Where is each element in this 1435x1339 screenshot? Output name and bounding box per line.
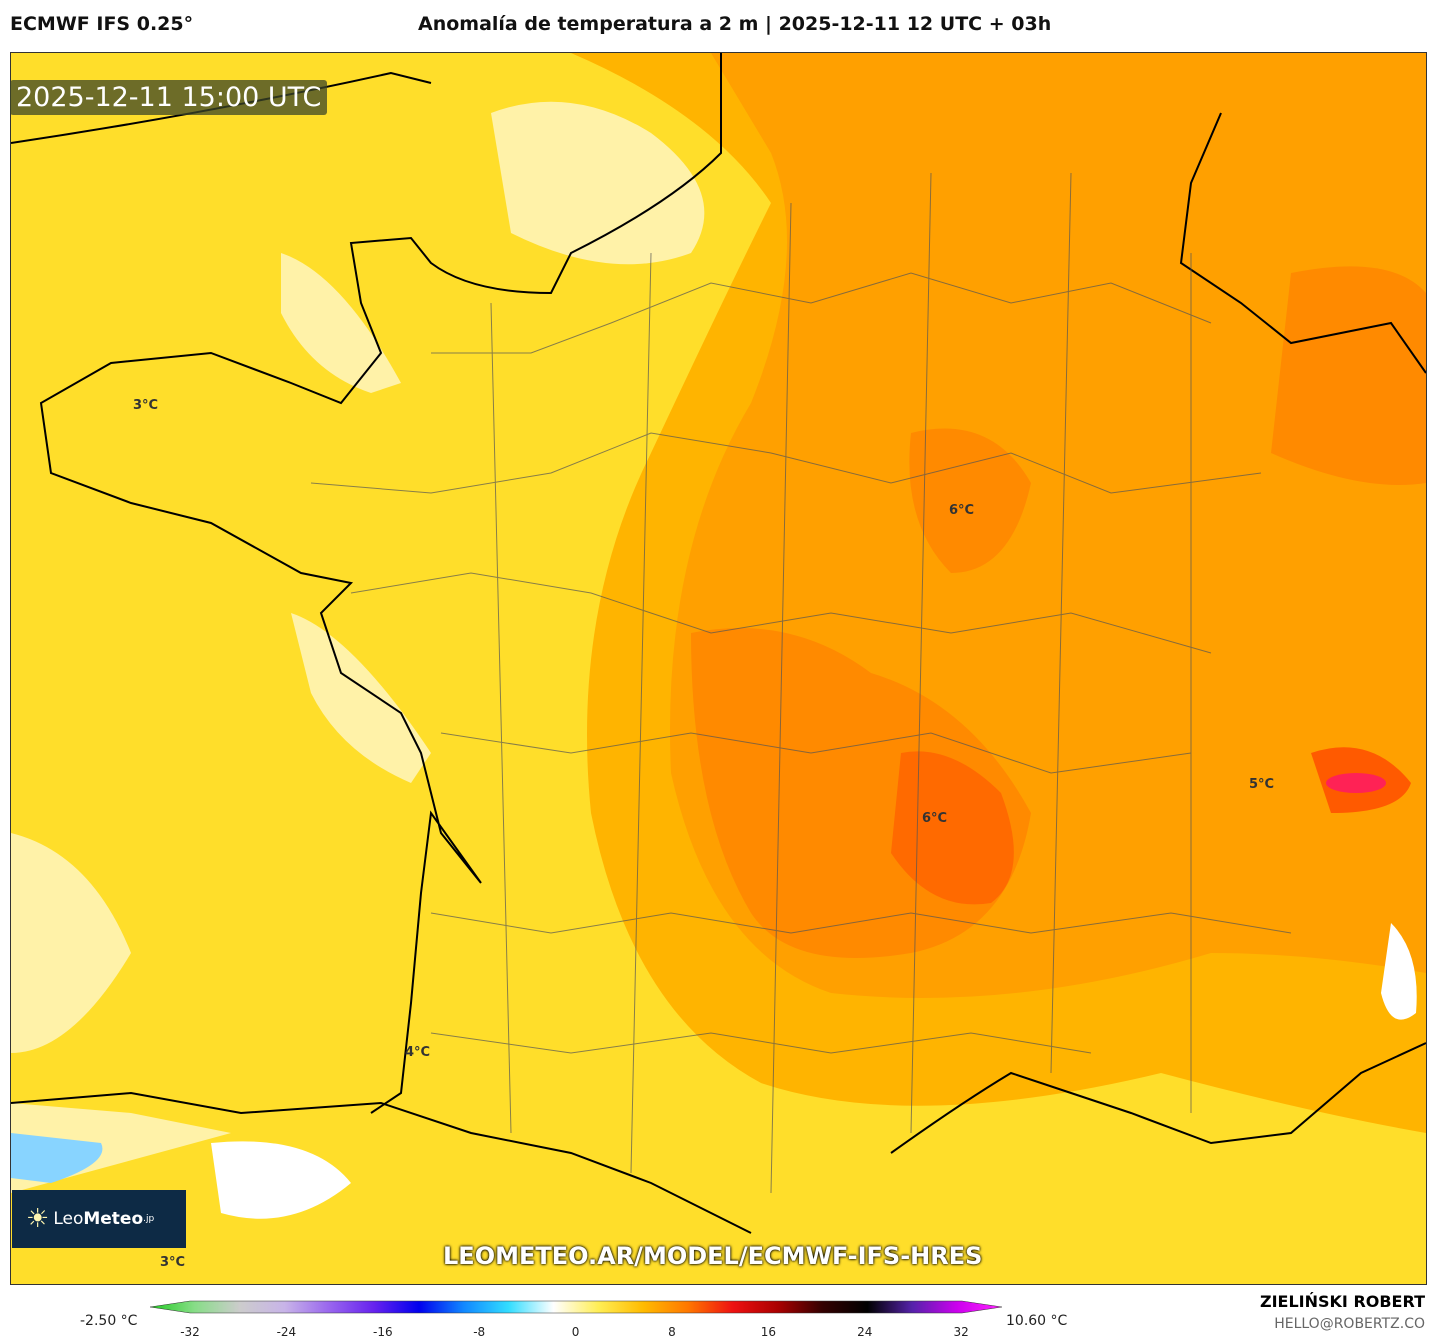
logo-text-bold: Meteo [83,1209,144,1229]
colorbar-tick: 32 [953,1325,969,1339]
colorbar-max-label: 10.60 °C [1006,1313,1068,1329]
contour-label: 5°C [1249,777,1275,792]
colorbar-tick: -16 [372,1325,393,1339]
colorbar-tick: -24 [276,1325,297,1339]
colorbar-min-label: -2.50 °C [80,1313,138,1329]
admin-borders [310,172,1292,1194]
contour-label: 6°C [922,811,948,826]
logo-text-light: Leo [53,1209,84,1229]
author-name: ZIELIŃSKI ROBERT [1259,1292,1425,1311]
contour-label: 3°C [160,1255,186,1270]
sun-icon: ☀ [26,1204,50,1234]
colorbar [150,1300,1002,1314]
author-email[interactable]: HELLO@ROBERTZ.CO [1274,1316,1425,1332]
contour-label: 3°C [133,398,159,413]
logo-suffix: .jp [143,1214,155,1224]
cool-area [491,101,705,265]
map-canvas [11,53,1426,1284]
leometeo-logo[interactable]: ☀ Leo Meteo .jp [12,1190,186,1248]
colorbar-tick: 24 [857,1325,873,1339]
colorbar-tick: 8 [668,1325,676,1339]
colorbar-tick: -8 [473,1325,486,1339]
colorbar-tick: -32 [180,1325,200,1339]
model-title: ECMWF IFS 0.25° [10,13,194,35]
colorbar-tick: 16 [760,1325,777,1339]
contour-label: 4°C [405,1045,431,1060]
contour-label: 6°C [949,503,975,518]
colorbar-tick: 0 [571,1325,580,1339]
temperature-anomaly-map[interactable]: 3°C 6°C 6°C 5°C 4°C 3°C [10,52,1427,1285]
chart-title: Anomalía de temperatura a 2 m | 2025-12-… [418,13,1052,35]
model-url: LEOMETEO.AR/MODEL/ECMWF-IFS-HRES [443,1242,983,1270]
valid-time-stamp: 2025-12-11 15:00 UTC [10,80,328,115]
